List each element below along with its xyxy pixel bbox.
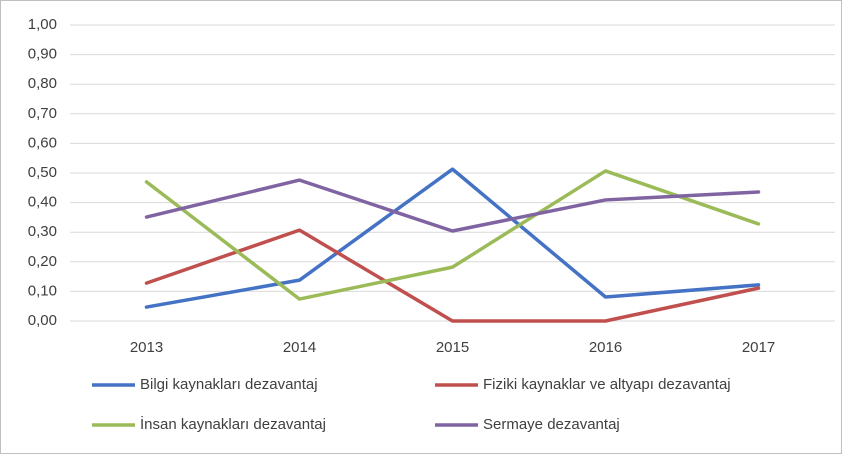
- x-tick-label: 2015: [436, 339, 469, 356]
- x-tick-label: 2014: [283, 339, 316, 356]
- y-tick-label: 0,70: [28, 105, 57, 122]
- legend-label: Fiziki kaynaklar ve altyapı dezavantaj: [483, 376, 731, 393]
- series-line: [144, 178, 761, 233]
- y-tick-label: 0,60: [28, 134, 57, 151]
- y-tick-label: 0,50: [28, 164, 57, 181]
- x-tick-label: 2017: [742, 339, 775, 356]
- legend-label: Sermaye dezavantaj: [483, 416, 620, 433]
- y-tick-label: 0,40: [28, 194, 57, 211]
- y-tick-label: 1,00: [28, 16, 57, 33]
- y-tick-label: 0,20: [28, 253, 57, 270]
- x-tick-label: 2016: [589, 339, 622, 356]
- y-tick-label: 0,10: [28, 282, 57, 299]
- x-tick-label: 2013: [130, 339, 163, 356]
- y-tick-label: 0,90: [28, 46, 57, 63]
- series-line: [144, 228, 761, 323]
- series-line: [144, 169, 761, 301]
- y-tick-label: 0,00: [28, 312, 57, 329]
- legend-label: İnsan kaynakları dezavantaj: [140, 415, 326, 433]
- series-line: [144, 167, 761, 309]
- legend-label: Bilgi kaynakları dezavantaj: [140, 376, 318, 393]
- y-tick-label: 0,80: [28, 75, 57, 92]
- y-tick-label: 0,30: [28, 223, 57, 240]
